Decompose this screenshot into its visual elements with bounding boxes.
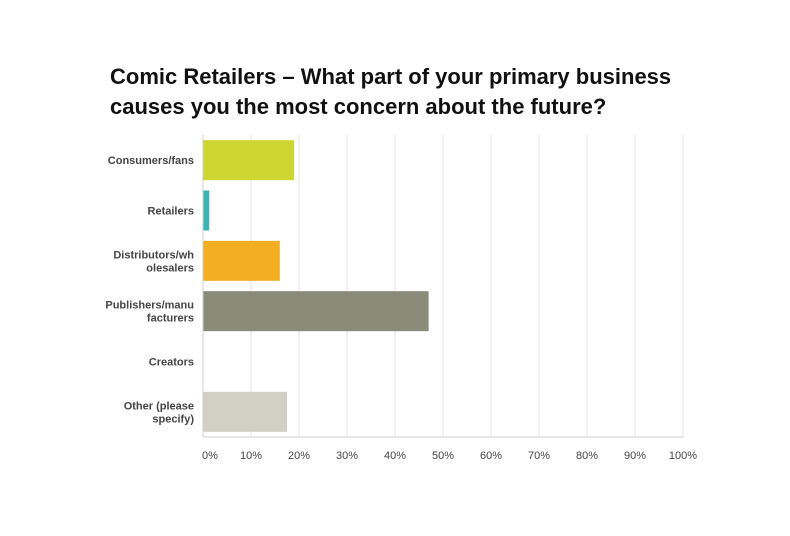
bar <box>203 240 280 281</box>
chart-title: Comic Retailers – What part of your prim… <box>110 62 750 122</box>
x-tick-label: 0% <box>202 450 218 462</box>
category-label: Distributors/wh <box>113 249 194 261</box>
x-tick-label: 40% <box>384 450 406 462</box>
x-tick-label: 60% <box>480 450 502 462</box>
chart-title-line-1: Comic Retailers – What part of your prim… <box>110 64 672 89</box>
x-tick-label: 80% <box>576 450 598 462</box>
category-label: Other (please <box>124 400 194 412</box>
category-label: specify) <box>152 413 194 425</box>
chart-title-line-2: causes you the most concern about the fu… <box>110 94 607 119</box>
category-label: Retailers <box>148 206 194 218</box>
bar <box>203 391 287 432</box>
x-tick-label: 50% <box>432 450 454 462</box>
category-label: Consumers/fans <box>108 155 194 167</box>
category-label: facturers <box>147 313 194 325</box>
x-tick-label: 70% <box>528 450 550 462</box>
bar <box>203 291 429 332</box>
x-tick-label: 10% <box>240 450 262 462</box>
category-label: olesalers <box>146 262 194 274</box>
category-label: Publishers/manu <box>105 300 194 312</box>
x-tick-label: 90% <box>624 450 646 462</box>
category-label: Creators <box>149 357 194 369</box>
x-tick-label: 100% <box>669 450 697 462</box>
bar <box>203 140 295 181</box>
x-tick-label: 20% <box>288 450 310 462</box>
x-tick-label: 30% <box>336 450 358 462</box>
bar <box>203 190 210 231</box>
